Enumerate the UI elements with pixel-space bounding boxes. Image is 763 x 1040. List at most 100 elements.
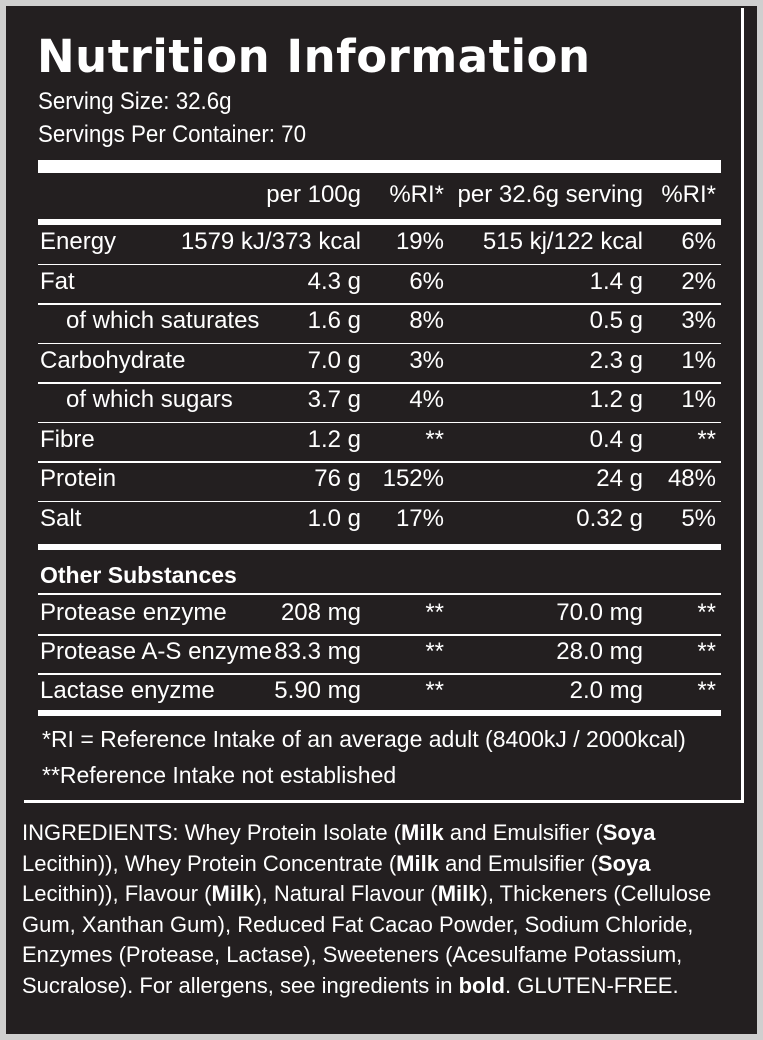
divider-thin (38, 500, 721, 502)
table-row: of which sugars 3.7 g 4% 1.2 g 1% (38, 386, 721, 420)
nutrient-name: Lactase enyzme (40, 677, 215, 704)
ri-per-100g: ** (425, 677, 444, 704)
ri-per-serving: ** (697, 638, 716, 665)
table-row: of which saturates 1.6 g 8% 0.5 g 3% (38, 307, 721, 341)
table-row: Protein 76 g 152% 24 g 48% (38, 465, 721, 499)
ri-per-100g: ** (425, 638, 444, 665)
ri-per-100g: 8% (409, 307, 444, 334)
value-per-serving: 1.2 g (589, 386, 643, 413)
ri-note: *RI = Reference Intake of an average adu… (42, 726, 686, 752)
header-per-100g: per 100g (266, 181, 361, 208)
divider-thin (38, 342, 721, 344)
ri-per-serving: 3% (681, 307, 716, 334)
ri-per-100g: 6% (409, 267, 444, 295)
allergen-bold: Milk (396, 850, 439, 876)
value-per-serving: 28.0 mg (556, 638, 643, 665)
divider-medium (38, 710, 721, 716)
divider-thin (38, 303, 721, 305)
ri-per-100g: 4% (409, 386, 444, 413)
allergen-bold: bold (458, 972, 505, 998)
ri-per-serving: 1% (681, 346, 716, 374)
allergen-bold: Milk (211, 881, 255, 906)
value-per-100g: 208 mg (280, 599, 361, 626)
divider-thin (38, 593, 721, 595)
divider-thin (38, 673, 721, 675)
nutrient-name: Protein (40, 465, 117, 492)
table-row: Carbohydrate 7.0 g 3% 2.3 g 1% (38, 347, 721, 381)
allergen-bold: Soya (597, 850, 651, 876)
ri-per-serving: 48% (667, 465, 716, 492)
table-row: Energy 1579 kJ/373 kcal 19% 515 kj/122 kcal… (38, 228, 721, 262)
table-row: Protease A-S enzyme 83.3 mg ** 28.0 mg ** (38, 638, 721, 672)
ri-per-100g: ** (425, 599, 444, 626)
value-per-100g: 1.6 g (307, 307, 361, 334)
value-per-serving: 0.5 g (589, 307, 643, 334)
ri-per-serving: ** (697, 425, 716, 453)
allergen-bold: Soya (602, 820, 656, 845)
value-per-serving: 70.0 mg (556, 599, 643, 626)
value-per-100g: 1.2 g (307, 425, 361, 453)
ri-per-100g: 17% (395, 504, 444, 532)
ri-per-serving: ** (697, 677, 716, 704)
servings-per-container: Servings Per Container: 70 (38, 121, 306, 148)
table-row: Lactase enyzme 5.90 mg ** 2.0 mg ** (38, 677, 721, 711)
nutrient-name: Energy (40, 228, 117, 255)
page-title: Nutrition Information (37, 30, 591, 83)
value-per-100g: 7.0 g (307, 346, 361, 374)
divider-thin (38, 263, 721, 265)
divider-thick (38, 160, 721, 173)
header-ri-2: %RI* (661, 181, 716, 208)
ri-per-100g: 3% (409, 346, 444, 374)
value-per-serving: 2.3 g (589, 346, 643, 374)
header-ri-1: %RI* (389, 181, 444, 208)
nutrient-name: Protease A-S enzyme (40, 638, 273, 665)
serving-size: Serving Size: 32.6g (38, 88, 232, 115)
value-per-serving: 0.32 g (576, 504, 643, 532)
value-per-100g: 76 g (314, 465, 361, 492)
ingredients-text: INGREDIENTS: Whey Protein Isolate (Milk … (22, 820, 712, 998)
ri-per-serving: 5% (681, 504, 716, 532)
value-per-100g: 1.0 g (307, 504, 361, 532)
ri-per-100g: 152% (382, 465, 444, 492)
nutrient-name: of which sugars (66, 386, 233, 413)
ri-per-serving: 1% (681, 386, 716, 413)
ri-per-serving: 6% (681, 228, 716, 255)
header-per-serving: per 32.6g serving (457, 181, 643, 208)
divider-medium (38, 219, 721, 225)
table-row: Protease enzyme 208 mg ** 70.0 mg ** (38, 599, 721, 633)
value-per-serving: 24 g (596, 465, 643, 492)
value-per-100g: 83.3 mg (274, 638, 361, 665)
other-substances-title: Other Substances (40, 562, 237, 588)
ri-not-established-note: **Reference Intake not established (42, 762, 397, 788)
divider-thin (38, 634, 721, 636)
ri-per-100g: ** (425, 425, 444, 453)
nutrient-name: Fibre (40, 425, 95, 453)
divider-thin (38, 382, 721, 384)
allergen-bold: Milk (401, 820, 444, 845)
value-per-100g: 5.90 mg (274, 677, 361, 704)
value-per-100g: 1579 kJ/373 kcal (180, 228, 361, 255)
table-row: Fibre 1.2 g ** 0.4 g ** (38, 426, 721, 460)
value-per-100g: 4.3 g (307, 267, 361, 295)
value-per-100g: 3.7 g (307, 386, 361, 413)
value-per-serving: 515 kj/122 kcal (482, 228, 643, 255)
value-per-serving: 1.4 g (589, 267, 643, 295)
nutrition-panel (24, 8, 744, 803)
label-background (6, 6, 757, 1034)
allergen-bold: Milk (437, 881, 481, 906)
ri-per-100g: 19% (395, 228, 444, 255)
ri-per-serving: ** (697, 599, 716, 626)
divider-thin (38, 421, 721, 423)
table-row: Salt 1.0 g 17% 0.32 g 5% (38, 505, 721, 539)
table-header: per 100g %RI* per 32.6g serving %RI* (38, 181, 721, 215)
divider-thin (38, 461, 721, 463)
value-per-serving: 0.4 g (589, 425, 643, 453)
ri-per-serving: 2% (681, 267, 716, 295)
nutrient-name: Fat (40, 267, 75, 295)
nutrient-name: Carbohydrate (40, 346, 186, 374)
nutrient-name: Salt (40, 504, 82, 532)
nutrient-name: of which saturates (66, 307, 260, 334)
nutrient-name: Protease enzyme (40, 599, 227, 626)
value-per-serving: 2.0 mg (569, 677, 643, 704)
table-row: Fat 4.3 g 6% 1.4 g 2% (38, 268, 721, 302)
